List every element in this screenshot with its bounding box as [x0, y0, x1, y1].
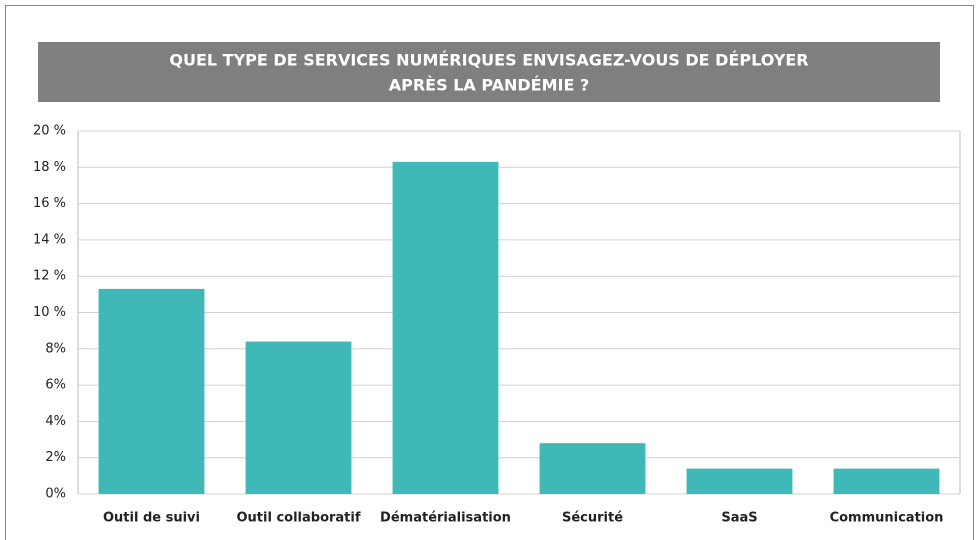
y-tick-label: 10 % [33, 305, 66, 320]
y-tick-label: 4% [45, 414, 66, 429]
bar [392, 161, 499, 495]
y-tick-label: 18 % [33, 160, 66, 175]
y-tick-label: 8% [45, 341, 66, 356]
y-tick-label: 16 % [33, 196, 66, 211]
bar [98, 288, 205, 494]
y-tick-label: 14 % [33, 232, 66, 247]
y-tick-label: 20 % [33, 124, 66, 139]
bar [539, 443, 646, 494]
y-tick-label: 2% [45, 450, 66, 465]
chart-title: APRÈS LA PANDÉMIE ? [389, 76, 590, 95]
x-tick-label: Outil de suivi [103, 511, 200, 526]
y-tick-label: 12 % [33, 269, 66, 284]
y-tick-label: 0% [45, 487, 66, 502]
x-tick-label: Outil collaboratif [236, 511, 360, 526]
bar [245, 341, 352, 494]
bar [686, 468, 793, 494]
x-tick-label: SaaS [721, 511, 757, 526]
bar [833, 468, 940, 494]
x-tick-label: Dématérialisation [380, 511, 511, 526]
y-tick-label: 6% [45, 378, 66, 393]
x-tick-label: Sécurité [562, 511, 623, 526]
x-tick-label: Communication [830, 511, 944, 526]
chart-title: QUEL TYPE DE SERVICES NUMÉRIQUES ENVISAG… [169, 51, 808, 70]
frame [5, 5, 974, 540]
title-banner [38, 42, 940, 102]
